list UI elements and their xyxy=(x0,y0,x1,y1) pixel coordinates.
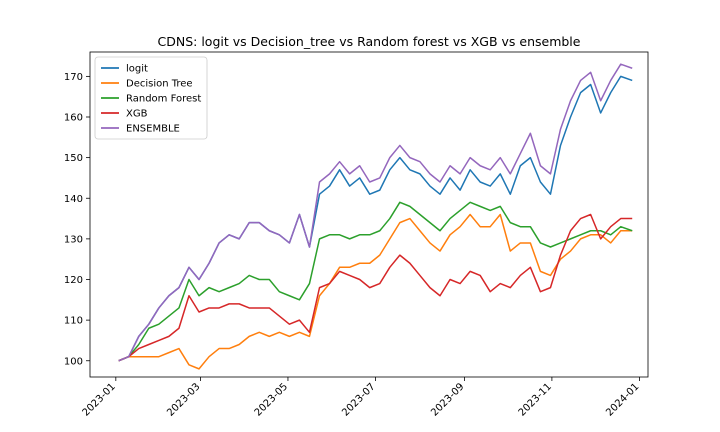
x-axis: 2023-01 2023-03 2023-05 2023-07 2023-09 2023-… xyxy=(81,377,642,419)
series-line-4 xyxy=(118,63,633,362)
legend-label: XGB xyxy=(126,109,148,120)
y-tick-label: 150 xyxy=(64,153,83,164)
x-tick-label: 2023-03 xyxy=(165,381,202,418)
y-axis: 100 110 120 130 140 150 160 170 xyxy=(64,72,90,367)
y-tick-label: 120 xyxy=(64,275,83,286)
series-line-1 xyxy=(118,213,633,370)
chart-title: CDNS: logit vs Decision_tree vs Random f… xyxy=(158,34,581,49)
x-tick-label: 2023-01 xyxy=(81,381,118,418)
y-tick-label: 110 xyxy=(64,316,83,327)
y-tick-label: 160 xyxy=(64,113,83,124)
series-layer xyxy=(118,63,633,370)
series-line-2 xyxy=(118,201,633,362)
y-tick-label: 130 xyxy=(64,234,83,245)
series-line-3 xyxy=(118,213,633,362)
y-tick-label: 140 xyxy=(64,194,83,205)
legend: logit Decision Tree Random Forest XGB ENSEMB… xyxy=(94,56,208,140)
y-tick-label: 170 xyxy=(64,72,83,83)
legend-label: ENSEMBLE xyxy=(126,124,180,135)
legend-label: logit xyxy=(126,64,148,75)
x-tick-label: 2023-09 xyxy=(429,381,466,418)
legend-label: Random Forest xyxy=(126,94,201,105)
plot-frame xyxy=(89,51,649,378)
x-tick-label: 2024-01 xyxy=(604,381,641,418)
x-tick-label: 2023-07 xyxy=(340,381,377,418)
legend-box xyxy=(94,56,208,140)
x-tick-label: 2023-11 xyxy=(517,381,554,418)
x-tick-label: 2023-05 xyxy=(253,381,290,418)
legend-label: Decision Tree xyxy=(126,79,193,90)
y-tick-label: 100 xyxy=(64,356,83,367)
